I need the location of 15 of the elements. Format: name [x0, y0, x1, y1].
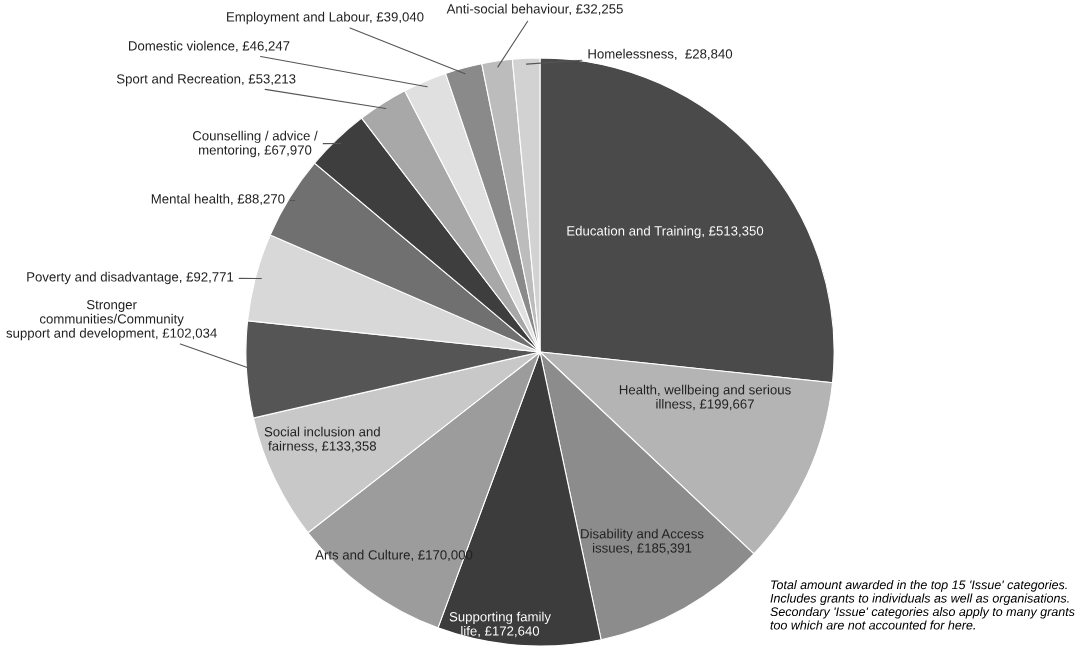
slice-label: Health, wellbeing and serious illness, £199,667: [619, 384, 791, 411]
slice-label: Counselling / advice / mentoring, £67,970: [192, 130, 318, 158]
text: Total amount awarded in the top 15 'Issue' categories. Includes grants to individuals as well as organisations. Secondary 'Issue' categories also apply to many grants too which are not accounted for here.: [770, 580, 1075, 630]
slice-label: Domestic violence, £46,247: [129, 40, 290, 53]
slice-label: Disability and Access issues, £185,391: [581, 528, 704, 555]
slice-label: Employment and Labour, £39,040: [227, 11, 424, 25]
slice-label: Supporting family life, £172,640: [449, 611, 551, 638]
slice-label: Social inclusion and fairness, £133,358: [264, 426, 380, 453]
slice-label: Mental health, £88,270: [151, 193, 285, 206]
slice-label: Stronger communities/Community support and development, £102,034: [6, 299, 217, 341]
slice-label: Sport and Recreation, £53,213: [116, 73, 296, 87]
slice-label: Education and Training, £513,350: [567, 225, 764, 239]
slice-label: Homelessness, £28,840: [588, 48, 733, 61]
slice-label: Anti-social behaviour, £32,255: [446, 3, 623, 16]
slice-label: Poverty and disadvantage, £92,771: [27, 271, 234, 285]
